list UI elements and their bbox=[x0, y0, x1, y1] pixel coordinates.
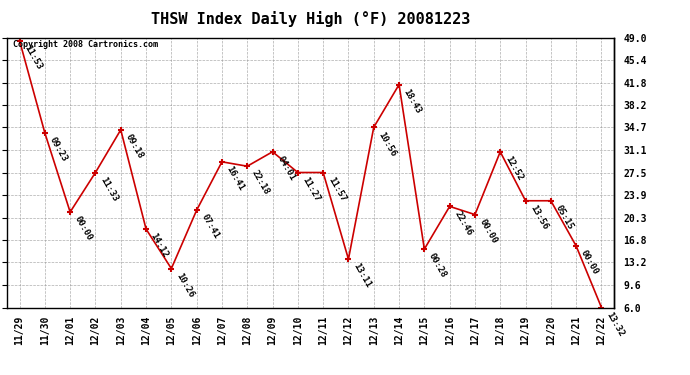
Text: 10:26: 10:26 bbox=[174, 272, 195, 299]
Text: Copyright 2008 Cartronics.com: Copyright 2008 Cartronics.com bbox=[13, 40, 158, 49]
Text: 11:33: 11:33 bbox=[98, 175, 119, 203]
Text: 11:27: 11:27 bbox=[301, 175, 322, 203]
Text: THSW Index Daily High (°F) 20081223: THSW Index Daily High (°F) 20081223 bbox=[151, 11, 470, 27]
Text: 00:00: 00:00 bbox=[579, 249, 600, 276]
Text: 11:57: 11:57 bbox=[326, 175, 347, 203]
Text: 11:53: 11:53 bbox=[22, 44, 43, 71]
Text: 05:15: 05:15 bbox=[553, 204, 575, 231]
Text: 00:00: 00:00 bbox=[477, 217, 499, 245]
Text: 16:41: 16:41 bbox=[225, 165, 246, 192]
Text: 22:18: 22:18 bbox=[250, 169, 271, 197]
Text: 14:12: 14:12 bbox=[149, 232, 170, 260]
Text: 00:00: 00:00 bbox=[73, 215, 94, 243]
Text: 12:52: 12:52 bbox=[503, 154, 524, 182]
Text: 04:01: 04:01 bbox=[275, 154, 297, 182]
Text: 13:32: 13:32 bbox=[604, 310, 625, 338]
Text: 13:56: 13:56 bbox=[529, 204, 549, 231]
Text: 09:18: 09:18 bbox=[124, 133, 145, 160]
Text: 22:46: 22:46 bbox=[453, 209, 473, 237]
Text: 09:23: 09:23 bbox=[48, 136, 69, 164]
Text: 00:28: 00:28 bbox=[427, 252, 449, 280]
Text: 10:56: 10:56 bbox=[377, 130, 397, 158]
Text: 13:11: 13:11 bbox=[351, 262, 373, 290]
Text: 18:43: 18:43 bbox=[402, 87, 423, 115]
Text: 07:41: 07:41 bbox=[199, 213, 221, 241]
